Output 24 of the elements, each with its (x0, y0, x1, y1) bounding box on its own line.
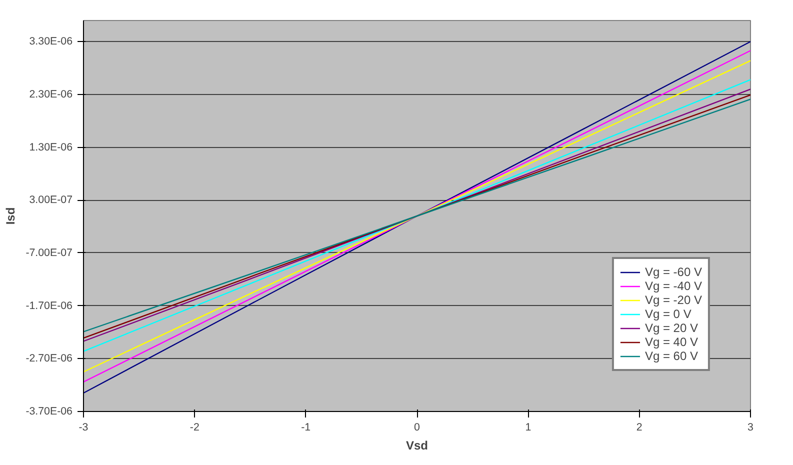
x-tick-label: 3 (748, 422, 754, 434)
y-tick-label: -2.70E-06 (26, 352, 73, 365)
x-tick-label: 2 (636, 422, 642, 434)
legend-label: Vg = -60 V (644, 265, 702, 279)
x-tick-label: 0 (414, 422, 420, 434)
legend-label: Vg = 40 V (644, 335, 698, 349)
x-tick-label: -1 (301, 422, 311, 434)
y-tick-label: -1.70E-06 (26, 300, 73, 312)
x-tick-label: -2 (190, 422, 200, 434)
legend-label: Vg = 20 V (644, 321, 698, 335)
x-axis-title: Vsd (406, 438, 428, 452)
x-tick-label: -3 (78, 422, 88, 434)
legend-label: Vg = -20 V (644, 293, 702, 307)
legend-label: Vg = -40 V (644, 279, 702, 293)
y-tick-label: -3.70E-06 (26, 406, 73, 418)
x-tick-label: 1 (525, 422, 532, 434)
y-tick-label: -7.00E-07 (26, 246, 73, 259)
y-axis-title: Isd (4, 207, 18, 225)
y-tick-label: 1.30E-06 (29, 141, 73, 154)
y-tick-label: 2.30E-06 (29, 88, 73, 100)
legend-label: Vg = 0 V (644, 307, 692, 321)
legend-label: Vg = 60 V (644, 349, 698, 363)
y-tick-label: 3.00E-07 (29, 194, 73, 206)
y-tick-label: 3.30E-06 (29, 36, 73, 48)
